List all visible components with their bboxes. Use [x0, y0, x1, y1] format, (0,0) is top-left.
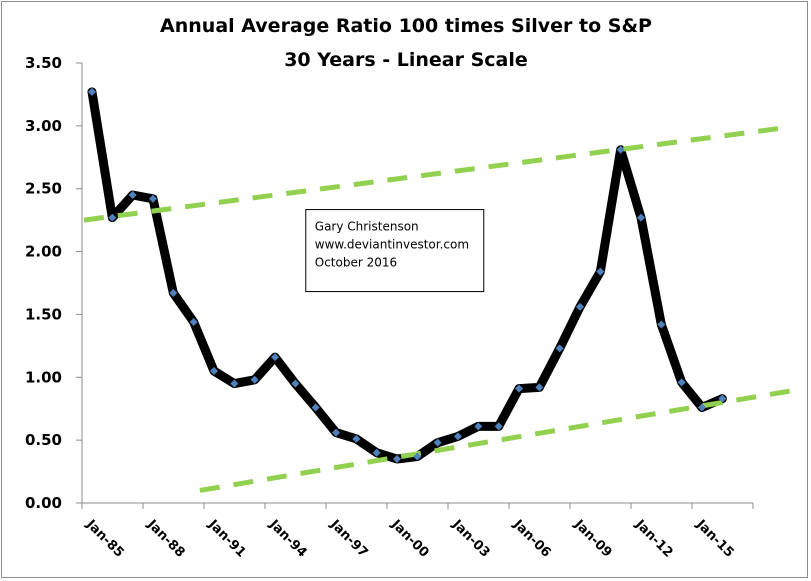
upper-trendline	[83, 124, 790, 223]
annotation-box: Gary Christenson www.deviantinvestor.com…	[305, 209, 485, 293]
y-tick-label: 1.50	[25, 305, 62, 323]
data-point	[372, 448, 381, 457]
data-point	[718, 394, 727, 403]
y-tick-label: 3.00	[25, 117, 62, 135]
y-tick-label: 2.00	[25, 243, 62, 261]
x-tick-label: Jan-15	[692, 517, 736, 561]
data-point	[494, 422, 503, 431]
trendlines	[83, 124, 791, 493]
data-point	[250, 375, 259, 384]
axes	[81, 63, 753, 504]
data-point	[555, 344, 564, 353]
x-tick-label: Jan-06	[509, 517, 553, 561]
y-tick-label: 0.00	[25, 494, 62, 512]
y-tick-label: 3.50	[25, 54, 62, 72]
data-point	[352, 434, 361, 443]
data-point	[433, 438, 442, 447]
data-point	[108, 213, 117, 222]
data-point	[332, 428, 340, 437]
annotation-author: Gary Christenson	[315, 220, 419, 234]
x-tick-label: Jan-97	[326, 517, 370, 561]
x-tick-label: Jan-12	[631, 517, 675, 561]
x-tick-label: Jan-00	[387, 517, 431, 561]
annotation-website: www.deviantinvestor.com	[315, 238, 469, 252]
x-tick-label: Jan-85	[82, 517, 126, 561]
y-tick-label: 0.50	[25, 431, 62, 449]
data-point	[311, 403, 320, 412]
data-point	[413, 452, 422, 461]
data-point	[189, 317, 198, 326]
x-tick-label: Jan-91	[204, 517, 248, 561]
data-point	[149, 194, 157, 203]
data-point	[596, 267, 605, 276]
data-point	[230, 379, 239, 388]
series-markers	[88, 87, 727, 463]
x-tick-label: Jan-03	[448, 517, 492, 561]
y-tick-label: 2.50	[25, 180, 62, 198]
data-point	[637, 213, 645, 222]
data-point	[474, 422, 483, 431]
data-point	[657, 320, 666, 329]
x-tick-label: Jan-94	[265, 517, 309, 561]
data-point	[576, 302, 584, 311]
y-axis-ticks: 0.00 0.50 1.00 1.50 2.00 2.50 3.00 3.50	[25, 54, 82, 512]
data-point	[393, 455, 401, 463]
data-point	[616, 145, 625, 154]
x-tick-label: Jan-09	[570, 517, 614, 561]
data-point	[271, 353, 279, 362]
data-point	[677, 378, 686, 387]
data-point	[169, 289, 178, 298]
annotation-date: October 2016	[315, 256, 397, 270]
data-point	[291, 379, 300, 388]
data-point	[88, 87, 96, 96]
data-point	[515, 384, 523, 393]
data-point	[698, 403, 706, 412]
x-axis-ticks: Jan-85 Jan-88 Jan-91 Jan-94 Jan-97 Jan-00 Jan-…	[81, 503, 754, 561]
chart-title: Annual Average Ratio 100 times Silver to…	[160, 15, 652, 37]
annotation-border	[305, 209, 485, 293]
data-point	[454, 432, 462, 441]
x-tick-label: Jan-88	[143, 517, 187, 561]
data-point	[128, 191, 137, 199]
y-tick-label: 1.00	[25, 368, 62, 386]
chart-subtitle: 30 Years - Linear Scale	[284, 49, 528, 71]
data-point	[210, 367, 218, 375]
data-point	[535, 383, 544, 392]
